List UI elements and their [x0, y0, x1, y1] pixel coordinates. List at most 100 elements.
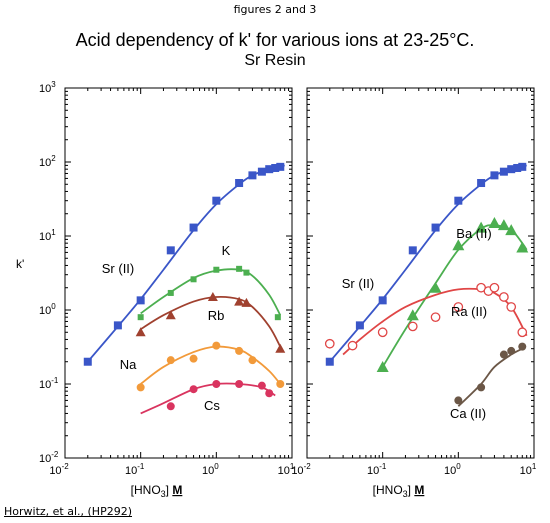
chart-panel-2: 10-2 10-1 100 101 [HNO3] M Sr (II) Ba (II) Ra (…	[291, 87, 537, 499]
data-point	[236, 265, 243, 272]
x-tick-label: 10-1	[125, 462, 145, 477]
data-point	[507, 165, 516, 174]
series-label: Sr (II)	[342, 276, 375, 291]
x-tick-label: 100	[444, 462, 461, 477]
data-point	[257, 167, 266, 176]
fit-curve	[329, 164, 527, 363]
series-ra-ii: Ra (II)	[324, 282, 528, 356]
y-axis-title: k'	[16, 257, 24, 271]
data-point	[166, 402, 175, 411]
data-point	[499, 292, 509, 302]
data-point	[189, 354, 198, 363]
series-sr-ii: Sr (II)	[83, 162, 285, 366]
x-tick-label: 10-1	[367, 462, 387, 477]
data-point	[190, 276, 197, 283]
data-point	[212, 341, 221, 350]
data-point	[276, 380, 285, 388]
data-point	[213, 266, 220, 273]
figure-subtitle: Sr Resin	[244, 52, 306, 69]
data-point	[347, 340, 358, 351]
series-k: K	[137, 243, 282, 321]
data-point	[518, 162, 527, 171]
data-point	[506, 302, 517, 312]
plot-frame	[64, 87, 293, 459]
data-point	[490, 171, 499, 180]
data-point	[235, 179, 244, 188]
data-point	[488, 216, 501, 228]
data-point	[135, 327, 146, 337]
data-point	[377, 327, 388, 338]
data-point	[274, 314, 281, 321]
data-point	[489, 282, 500, 293]
data-point	[408, 246, 417, 255]
fit-curve	[140, 345, 281, 385]
data-point	[275, 343, 286, 353]
data-point	[207, 291, 218, 301]
data-point	[497, 219, 510, 231]
data-point	[234, 296, 245, 306]
data-point	[166, 246, 175, 255]
x-tick-label: 101	[278, 462, 295, 477]
data-point	[517, 327, 528, 338]
series-label: Ba (II)	[456, 226, 491, 241]
series-na: Na	[120, 341, 285, 392]
data-point	[406, 309, 419, 321]
x-tick-label: 101	[520, 462, 537, 477]
data-point	[454, 196, 463, 205]
x-tick-label: 100	[202, 462, 219, 477]
data-point	[477, 179, 486, 188]
fit-curve	[140, 295, 282, 348]
series-label: Ra (II)	[451, 304, 487, 319]
x-tick-label: 10-2	[49, 462, 69, 477]
chart-panel-1: 10-2 10-1 100 101 10-2 10-1 100 101 102 103 k' [HNO…	[16, 80, 295, 499]
data-point	[243, 269, 250, 276]
data-point	[324, 338, 335, 349]
fit-curve	[457, 347, 523, 407]
series-sr-ii: Sr (II)	[325, 162, 527, 366]
series-rb: Rb	[135, 291, 286, 353]
data-point	[513, 163, 522, 172]
data-point	[507, 346, 516, 355]
x-axis-title: [HNO3] M	[131, 483, 183, 499]
data-point	[137, 314, 144, 321]
y-tick-label: 10-1	[39, 376, 59, 391]
data-point	[165, 310, 176, 320]
data-point	[271, 163, 280, 172]
data-point	[431, 223, 440, 232]
series-label: Sr (II)	[102, 261, 135, 276]
data-point	[518, 342, 527, 351]
data-point	[378, 296, 387, 305]
data-point	[248, 356, 257, 365]
series-label: K	[222, 243, 231, 258]
data-point	[276, 162, 285, 171]
data-point	[505, 224, 518, 236]
data-point	[136, 383, 145, 392]
data-point	[167, 289, 174, 296]
data-point	[325, 357, 334, 366]
data-point	[265, 389, 274, 398]
data-point	[189, 223, 198, 232]
series-label: Ca (II)	[450, 406, 486, 421]
data-point	[265, 165, 274, 174]
data-point	[475, 221, 488, 233]
figure-caption: figures 2 and 3	[233, 3, 317, 16]
data-point	[235, 380, 244, 388]
data-point	[355, 321, 364, 330]
y-tick-label: 101	[39, 228, 56, 243]
credit-line: Horwitz, et al., (HP292)	[4, 505, 133, 518]
data-point	[430, 312, 441, 323]
data-point	[136, 296, 145, 305]
data-point	[376, 360, 389, 372]
data-point	[235, 346, 244, 355]
series-label: Na	[120, 357, 137, 372]
data-point	[83, 357, 92, 366]
data-point	[453, 302, 464, 312]
data-point	[499, 167, 508, 176]
series-ba-ii: Ba (II)	[376, 216, 529, 372]
y-tick-label: 100	[39, 302, 56, 317]
x-axis-title: [HNO3] M	[373, 483, 425, 499]
data-point	[516, 241, 529, 253]
y-tick-label: 10-2	[39, 450, 59, 465]
data-point	[257, 381, 266, 390]
